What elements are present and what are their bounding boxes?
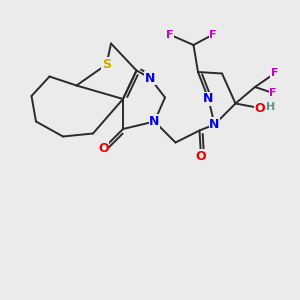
Text: N: N — [149, 115, 160, 128]
Text: H: H — [266, 101, 275, 112]
Text: N: N — [209, 118, 220, 131]
Text: N: N — [203, 92, 214, 106]
Text: F: F — [166, 29, 173, 40]
Text: O: O — [196, 149, 206, 163]
Text: S: S — [102, 58, 111, 71]
Text: F: F — [269, 88, 277, 98]
Text: O: O — [98, 142, 109, 155]
Text: F: F — [209, 29, 217, 40]
Text: F: F — [271, 68, 278, 79]
Text: N: N — [145, 71, 155, 85]
Text: O: O — [254, 101, 265, 115]
